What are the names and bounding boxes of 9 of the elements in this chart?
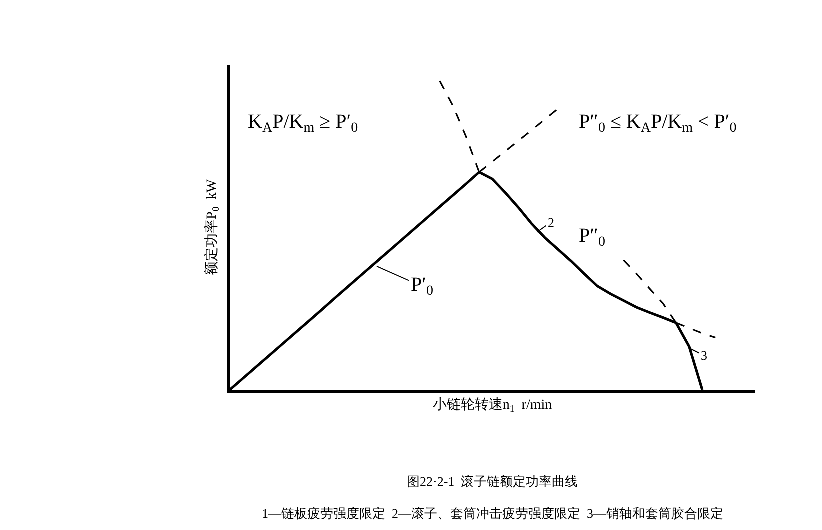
x-axis-title: 小链轮转速n$_{1}$ r/min xyxy=(432,397,552,415)
annotation: K$_{A}$P/K$_{m}$ ≥ P′$_{0}$ xyxy=(248,111,358,136)
text: 1—链板疲劳强度限定 2—滚子、套筒冲击疲劳强度限定 3—销轴和套筒胶合限定 xyxy=(262,506,724,521)
annotation: P′$_{0}$ xyxy=(411,274,434,300)
caption: 图22·2-1 滚子链额定功率曲线 xyxy=(407,474,578,489)
annotation: P″$_{0}$ ≤ K$_{A}$P/K$_{m}$ < P′$_{0}$ xyxy=(579,111,737,136)
annotation: P″$_{0}$ xyxy=(579,225,606,250)
annotation: 2 xyxy=(548,215,554,230)
annotation: 3 xyxy=(701,348,708,363)
